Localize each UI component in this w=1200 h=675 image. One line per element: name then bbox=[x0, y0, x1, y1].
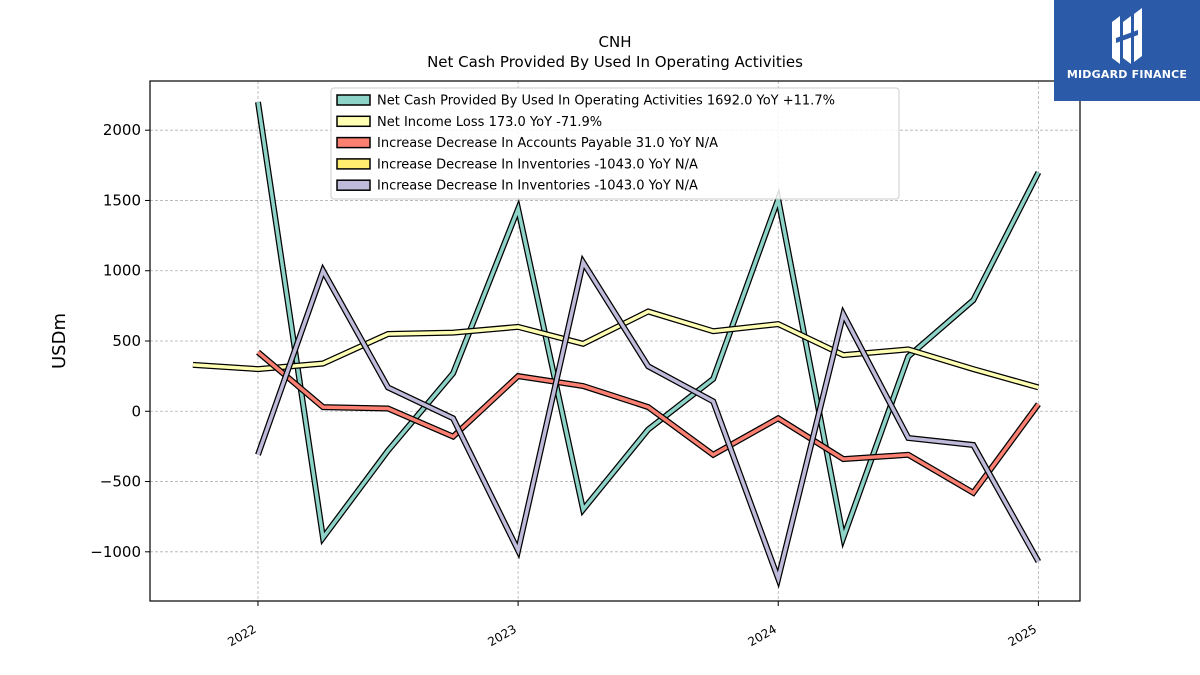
legend-swatch-0 bbox=[336, 94, 371, 106]
chart-title: CNH bbox=[599, 33, 632, 51]
legend-label-3: Increase Decrease In Inventories -1043.0… bbox=[377, 157, 698, 172]
y-tick-label: −500 bbox=[100, 473, 141, 491]
series-line-2 bbox=[256, 350, 1040, 496]
legend-label-1: Net Income Loss 173.0 YoY -71.9% bbox=[377, 115, 602, 130]
logo-text: MIDGARD FINANCE bbox=[1066, 68, 1188, 81]
y-tick-label: 0 bbox=[131, 402, 141, 420]
y-tick-label: 500 bbox=[112, 332, 141, 350]
y-ticks: −1000 −500 0 500 1000 1500 2000 bbox=[90, 121, 150, 561]
chart-subtitle: Net Cash Provided By Used In Operating A… bbox=[427, 53, 803, 71]
legend-label-0: Net Cash Provided By Used In Operating A… bbox=[377, 94, 835, 109]
x-tick-label: 2025 bbox=[1006, 622, 1039, 649]
y-tick-label: 1500 bbox=[103, 191, 141, 209]
legend-label-2: Increase Decrease In Accounts Payable 31… bbox=[377, 136, 718, 151]
legend: Net Cash Provided By Used In Operating A… bbox=[330, 87, 900, 200]
legend-swatch-4 bbox=[336, 179, 371, 191]
y-tick-label: −1000 bbox=[90, 543, 141, 561]
series-line-4 bbox=[256, 257, 1040, 585]
x-tick-label: 2023 bbox=[485, 622, 518, 649]
midgard-finance-logo: MIDGARD FINANCE bbox=[1054, 0, 1200, 101]
y-tick-label: 1000 bbox=[103, 262, 141, 280]
legend-swatch-2 bbox=[336, 136, 371, 149]
legend-box bbox=[330, 87, 900, 200]
legend-swatch-1 bbox=[336, 115, 371, 128]
y-tick-label: 2000 bbox=[103, 121, 141, 139]
series-line-0 bbox=[256, 101, 1040, 545]
legend-label-4: Increase Decrease In Inventories -1043.0… bbox=[377, 179, 698, 194]
x-ticks: 2022 2023 2024 2025 bbox=[225, 601, 1039, 649]
y-axis-label: USDm bbox=[49, 313, 70, 369]
legend-swatch-3 bbox=[336, 158, 371, 170]
series-line-1 bbox=[192, 309, 1039, 390]
midgard-logo-icon bbox=[1112, 8, 1142, 64]
x-tick-label: 2024 bbox=[746, 622, 779, 649]
series-layer bbox=[192, 101, 1042, 589]
x-tick-label: 2022 bbox=[225, 622, 258, 649]
